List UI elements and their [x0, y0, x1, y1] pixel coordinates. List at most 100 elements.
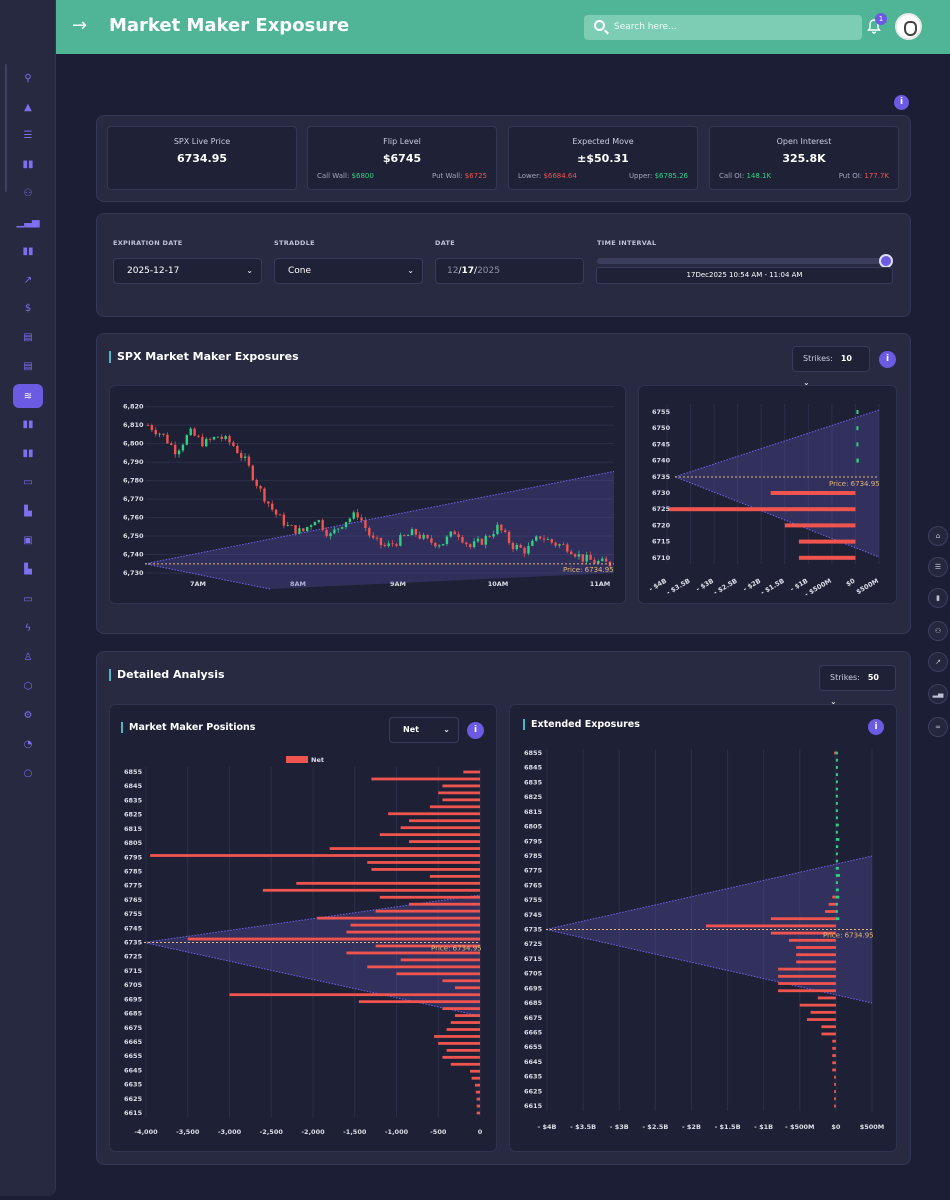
inbox-icon[interactable]: ▣	[23, 534, 33, 546]
candle-body	[170, 443, 173, 445]
exposure-bar-positive	[835, 888, 839, 892]
position-bar	[409, 819, 480, 823]
warning-icon[interactable]: ▲	[24, 101, 32, 113]
user-icon[interactable]: ♙	[23, 651, 33, 663]
x-tick-label: $500M	[855, 577, 880, 596]
stats-icon[interactable]: ▮▮	[22, 418, 34, 430]
position-bar	[371, 868, 480, 871]
chat-icon[interactable]: ○	[23, 767, 33, 779]
extended-info-icon[interactable]: i	[868, 719, 884, 735]
positions-bar-chart[interactable]: -4,000 -3,500 -3,000 -2,500 -2,000 -1,500 -1,0…	[110, 705, 498, 1153]
news-icon[interactable]: ▤	[23, 331, 33, 343]
exposures-strikes-select[interactable]: Strikes: 10 ⌄	[792, 346, 870, 387]
extended-bar-chart[interactable]: - $4B - $3.5B - $3B - $2.5B - $2B - $1.5B - $1…	[510, 705, 898, 1153]
time-interval-value: 17Dec2025 10:54 AM - 11:04 AM	[596, 267, 893, 284]
candle-body	[387, 543, 390, 547]
y-tick-label: 6720	[652, 521, 671, 529]
candle-body	[395, 544, 398, 546]
candle-body	[197, 435, 200, 437]
position-bar	[375, 944, 480, 948]
candle-body	[488, 536, 491, 537]
candle-body	[406, 535, 410, 536]
x-tick-label: -1,000	[385, 1128, 409, 1136]
y-tick-label: 6755	[524, 896, 543, 904]
exposure-bar	[669, 507, 856, 512]
exposure-bar-positive	[835, 881, 838, 885]
candle-body	[523, 547, 526, 554]
candle-body	[519, 544, 522, 548]
sidebar-scrollbar[interactable]	[5, 64, 7, 192]
stats-alt-icon[interactable]: ▮▮	[22, 447, 34, 459]
bolt-icon[interactable]: ϟ	[24, 622, 32, 634]
candle-body	[403, 535, 406, 536]
exposures-title: SPX Market Maker Exposures	[109, 351, 299, 363]
candle-body	[208, 438, 212, 440]
line-chart-icon[interactable]: ↗	[23, 274, 33, 286]
candle-body	[255, 480, 258, 486]
trend-icon[interactable]: ↗	[928, 652, 948, 672]
laptop-icon[interactable]: ▭	[23, 593, 33, 605]
candle-body	[232, 442, 235, 446]
pie-icon[interactable]: ◔	[23, 738, 33, 750]
x-tick-label: -500	[430, 1128, 447, 1136]
list-icon[interactable]: ☰	[928, 557, 948, 577]
dollar-icon[interactable]: $	[24, 302, 32, 314]
position-bar	[346, 930, 480, 934]
exposure-bar	[856, 458, 859, 463]
candle-body	[298, 528, 301, 534]
exposures-info-icon[interactable]: i	[879, 351, 896, 368]
candle-body	[585, 554, 588, 562]
analysis-strikes-select[interactable]: Strikes: 50 ⌄	[819, 665, 896, 706]
price-candlestick-chart[interactable]: 6,820 6,810 6,800 6,790 6,780 6,770 6,760 6,750…	[110, 386, 627, 605]
column-chart-icon[interactable]: ▮▮	[22, 245, 34, 257]
candle-body	[236, 445, 239, 454]
users-icon[interactable]: ⚇	[928, 621, 948, 641]
position-bar	[229, 993, 480, 997]
home-icon[interactable]: ⌂	[928, 526, 948, 546]
exposure-bar-negative	[705, 924, 836, 928]
straddle-select[interactable]: Cone ⌄	[274, 258, 423, 284]
signal-icon[interactable]: ▂▄	[928, 684, 948, 704]
search-box[interactable]	[584, 15, 862, 40]
binoculars-icon[interactable]: ∞	[928, 717, 948, 737]
stat-label: SPX Live Price	[173, 137, 231, 146]
people-chart-icon[interactable]: ⚇	[23, 187, 33, 199]
avatar[interactable]	[895, 13, 922, 40]
chart-bars-icon[interactable]: ▙	[24, 563, 32, 575]
newspaper-icon[interactable]: ▤	[23, 360, 33, 372]
cube-icon[interactable]: ⬡	[23, 680, 33, 692]
date-input[interactable]: 12/17/2025	[435, 258, 584, 284]
positions-mode-select[interactable]: Net ⌄	[389, 717, 459, 743]
bar-chart-icon[interactable]: ▮	[928, 588, 948, 608]
chevron-down-icon: ⌄	[443, 725, 450, 734]
exposure-bar-negative	[834, 1104, 836, 1108]
exposure-bar-positive	[835, 751, 838, 755]
settings-icon[interactable]: ⚙	[23, 709, 33, 721]
slider-handle[interactable]	[879, 254, 893, 268]
position-bar	[296, 881, 480, 885]
position-bar	[474, 1083, 480, 1087]
calendar-icon[interactable]: ▭	[23, 476, 33, 488]
expected-move-cone	[145, 471, 614, 589]
page-info-icon[interactable]: i	[894, 95, 909, 110]
candle-body	[216, 436, 220, 438]
x-tick-label: - $1.5B	[715, 1123, 741, 1131]
chart-down-icon[interactable]: ▙	[24, 505, 32, 517]
y-tick-label: 6785	[124, 867, 143, 875]
expand-sidebar-arrow-icon[interactable]: →	[72, 15, 88, 36]
x-tick-label: -3,500	[176, 1128, 200, 1136]
list-icon[interactable]: ☰	[23, 129, 33, 141]
time-interval-slider[interactable]	[597, 258, 887, 264]
legend-label: Net	[311, 756, 324, 764]
exposure-bar-chart[interactable]: 6755 6750 6745 6740 6735 6730 6725 6720 6715 6710…	[639, 386, 898, 605]
positions-info-icon[interactable]: i	[467, 722, 484, 739]
exposure-icon[interactable]: ≋	[13, 384, 43, 408]
search-input[interactable]	[614, 18, 844, 36]
bar-chart-icon[interactable]: ▮▮	[22, 158, 34, 170]
x-tick-label: 10AM	[488, 580, 509, 588]
y-tick-label: 6675	[524, 1014, 543, 1022]
y-tick-label: 6740	[652, 457, 671, 465]
expiration-select[interactable]: 2025-12-17 ⌄	[113, 258, 262, 284]
signal-icon[interactable]: ▁▃▅	[16, 216, 40, 228]
plug-icon[interactable]: ⚲	[24, 72, 32, 84]
